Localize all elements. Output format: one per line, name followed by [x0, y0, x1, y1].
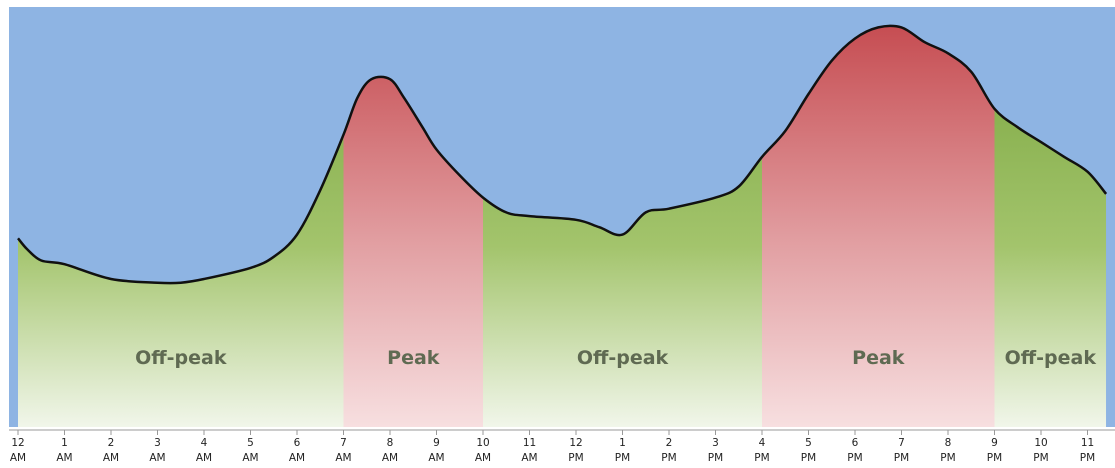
off-peak-region-4 [994, 108, 1107, 427]
x-tick-label-hour: 7 [898, 437, 905, 449]
x-tick-label-hour: 10 [476, 437, 489, 449]
x-tick-label-period: PM [940, 452, 955, 464]
x-tick-label-period: PM [754, 452, 769, 464]
x-tick-label-hour: 9 [433, 437, 440, 449]
x-tick-label-period: AM [10, 452, 26, 464]
x-tick-label-period: PM [847, 452, 862, 464]
x-tick-label-period: AM [382, 452, 398, 464]
x-tick-label-hour: 11 [523, 437, 536, 449]
x-tick-label-hour: 2 [666, 437, 673, 449]
line-layer [17, 24, 1108, 285]
x-tick-label-period: AM [428, 452, 444, 464]
x-tick-label-hour: 1 [619, 437, 626, 449]
region-labels-layer: Off-peak Peak Off-peak Peak Off-peak [135, 347, 1096, 369]
x-tick-label-period: PM [708, 452, 723, 464]
x-tick-label-hour: 10 [1034, 437, 1047, 449]
x-tick-label-hour: 4 [201, 437, 208, 449]
x-tick-label-period: PM [1080, 452, 1095, 464]
x-tick-label-hour: 8 [387, 437, 394, 449]
x-tick-label-period: AM [149, 452, 165, 464]
x-tick-label-hour: 4 [759, 437, 766, 449]
x-tick-label-hour: 3 [712, 437, 719, 449]
x-tick-label-hour: 9 [991, 437, 998, 449]
x-tick-label-hour: 11 [1081, 437, 1094, 449]
x-tick-label-period: AM [196, 452, 212, 464]
x-tick-label-period: PM [801, 452, 816, 464]
x-tick-label-hour: 1 [61, 437, 68, 449]
off-peak-region-0 [18, 134, 344, 427]
x-tick-label-period: PM [1033, 452, 1048, 464]
x-tick-label-period: PM [661, 452, 676, 464]
x-tick-label-hour: 7 [340, 437, 347, 449]
x-tick-label-hour: 8 [945, 437, 952, 449]
x-tick-label-period: AM [56, 452, 72, 464]
x-tick-label-period: PM [894, 452, 909, 464]
x-tick-label-hour: 12 [569, 437, 582, 449]
x-tick-label-period: AM [103, 452, 119, 464]
x-tick-label-period: AM [521, 452, 537, 464]
x-tick-label-period: AM [242, 452, 258, 464]
x-tick-label-hour: 6 [294, 437, 301, 449]
region-label: Off-peak [1005, 347, 1097, 369]
region-label: Peak [387, 347, 440, 369]
x-tick-label-period: PM [987, 452, 1002, 464]
region-label: Peak [852, 347, 905, 369]
x-tick-label-hour: 2 [108, 437, 115, 449]
x-tick-label-period: AM [335, 452, 351, 464]
region-label: Off-peak [135, 347, 227, 369]
region-label: Off-peak [577, 347, 669, 369]
off-peak-region-2 [483, 156, 762, 427]
x-tick-label-period: AM [475, 452, 491, 464]
peak-region-3 [762, 25, 995, 427]
x-tick-label-period: PM [568, 452, 583, 464]
x-tick-label-hour: 5 [805, 437, 812, 449]
x-tick-label-period: AM [289, 452, 305, 464]
x-tick-label-hour: 5 [247, 437, 254, 449]
x-tick-label-hour: 6 [852, 437, 859, 449]
x-tick-label-hour: 3 [154, 437, 161, 449]
x-axis: 12AM1AM2AM3AM4AM5AM6AM7AM8AM9AM10AM11AM1… [9, 429, 1115, 464]
x-tick-label-hour: 12 [11, 437, 24, 449]
usage-line [17, 24, 1108, 285]
x-tick-label-period: PM [615, 452, 630, 464]
